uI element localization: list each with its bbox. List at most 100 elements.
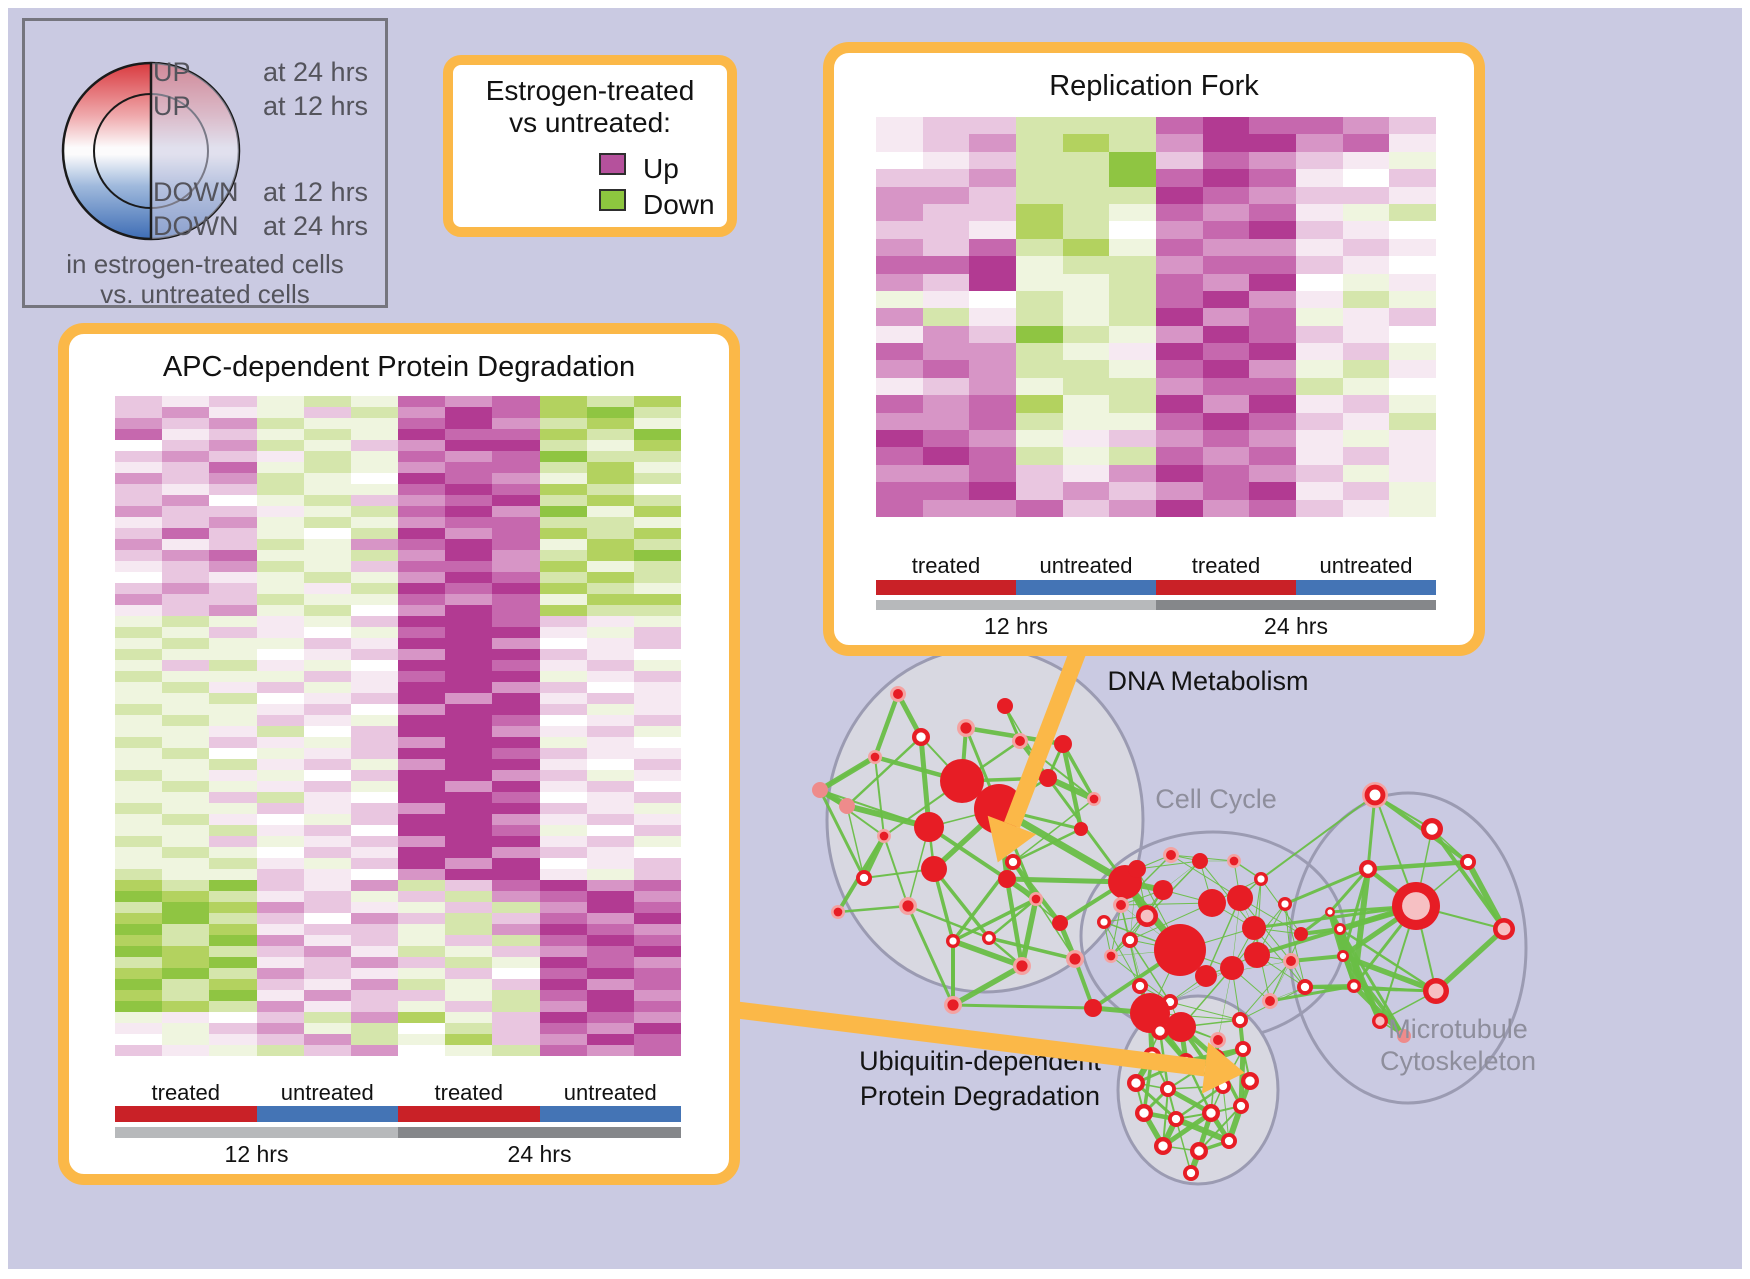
heatmap-cell: [303, 1023, 351, 1034]
heatmap-cell: [398, 506, 446, 517]
heatmap-cell: [209, 616, 257, 627]
heatmap-cell: [492, 429, 540, 440]
heatmap-cell: [398, 1001, 446, 1012]
heatmap-cell: [256, 484, 304, 495]
heatmap-cell: [115, 418, 163, 429]
heatmap-cell: [633, 880, 681, 891]
heatmap-cell: [633, 990, 681, 1001]
heatmap-cell: [969, 151, 1016, 170]
network-node: [1229, 856, 1239, 866]
heatmap-cell: [1296, 360, 1343, 378]
heatmap-cell: [1389, 203, 1436, 222]
heatmap-cell: [539, 902, 587, 913]
heatmap-cell: [586, 693, 634, 704]
network-node: [1213, 1035, 1223, 1045]
heatmap-cell: [398, 418, 446, 429]
heatmap-cell: [539, 627, 587, 638]
condition-bar-segment: [1156, 580, 1296, 595]
heatmap-cell: [1016, 238, 1063, 257]
heatmap-cell: [1296, 499, 1343, 517]
condition-bar-segment: [398, 1106, 540, 1122]
heatmap-cell: [162, 462, 210, 473]
time-label-12hrs: 12 hrs: [224, 1141, 289, 1167]
heatmap-cell: [162, 1012, 210, 1023]
network-node: [1128, 860, 1146, 878]
heatmap-cell: [209, 583, 257, 594]
heatmap-cell: [115, 770, 163, 781]
network-node: [1163, 1084, 1173, 1094]
heatmap-cell: [303, 869, 351, 880]
network-edge: [1136, 860, 1201, 870]
heatmap-cell: [1109, 447, 1156, 465]
heatmap-cell: [633, 539, 681, 550]
heatmap-cell: [303, 462, 351, 473]
heatmap-cell: [398, 913, 446, 924]
heatmap-cell: [1016, 203, 1063, 222]
heatmap-cell: [1062, 325, 1110, 344]
heatmap-cell: [1109, 482, 1156, 500]
heatmap-cell: [492, 517, 540, 528]
heatmap-cell: [492, 913, 540, 924]
heatmap-cell: [115, 748, 163, 759]
heatmap-cell: [1342, 117, 1390, 135]
heatmap-cell: [115, 429, 163, 440]
heatmap-cell: [398, 638, 446, 649]
heatmap-cell: [445, 836, 493, 847]
heatmap-cell: [633, 418, 681, 429]
heatmap-cell: [1202, 430, 1250, 448]
heatmap-cell: [256, 616, 304, 627]
heatmap-cell: [350, 517, 398, 528]
heatmap-cell: [539, 781, 587, 792]
heatmap-cell: [256, 847, 304, 858]
annotation-arrow-head: [987, 815, 1037, 863]
heatmap-cell: [209, 484, 257, 495]
heatmap-cell: [350, 726, 398, 737]
heatmap-cell: [492, 935, 540, 946]
heatmap-cell: [303, 968, 351, 979]
heatmap-cell: [256, 748, 304, 759]
heatmap-cell: [1202, 343, 1250, 361]
heatmap-cell: [1296, 464, 1343, 483]
heatmap-cell: [1249, 169, 1296, 187]
network-edge: [927, 825, 1009, 881]
heatmap-cell: [209, 770, 257, 781]
heatmap-cell: [162, 429, 210, 440]
heatmap-cell: [539, 418, 587, 429]
heatmap-cell: [969, 360, 1016, 378]
heatmap-cell: [445, 847, 493, 858]
replication-heatmap: [876, 117, 1436, 517]
heatmap-cell: [445, 715, 493, 726]
heatmap-cell: [1109, 134, 1156, 152]
heatmap-cell: [1296, 325, 1343, 344]
heatmap-cell: [445, 924, 493, 935]
network-node: [1166, 850, 1176, 860]
heatmap-cell: [1342, 221, 1390, 239]
heatmap-cell: [256, 836, 304, 847]
heatmap-cell: [398, 572, 446, 583]
heatmap-cell: [445, 1001, 493, 1012]
heatmap-cell: [539, 858, 587, 869]
heatmap-cell: [350, 781, 398, 792]
heatmap-cell: [350, 924, 398, 935]
condition-bar-segment: [115, 1106, 257, 1122]
heatmap-cell: [633, 935, 681, 946]
heatmap-cell: [162, 451, 210, 462]
network-node: [1116, 900, 1126, 910]
heatmap-cell: [115, 484, 163, 495]
heatmap-cell: [586, 968, 634, 979]
heatmap-cell: [445, 946, 493, 957]
heatmap-cell: [162, 693, 210, 704]
apc-heatmap: [115, 396, 681, 1056]
heatmap-cell: [633, 638, 681, 649]
heatmap-cell: [162, 616, 210, 627]
heatmap-cell: [350, 902, 398, 913]
heatmap-cell: [445, 682, 493, 693]
replication-condition-bar: [876, 580, 1436, 595]
network-node: [1074, 822, 1088, 836]
heatmap-cell: [303, 946, 351, 957]
heatmap-cell: [1109, 290, 1156, 309]
heatmap-cell: [586, 847, 634, 858]
heatmap-cell: [539, 814, 587, 825]
heatmap-cell: [1109, 325, 1156, 344]
